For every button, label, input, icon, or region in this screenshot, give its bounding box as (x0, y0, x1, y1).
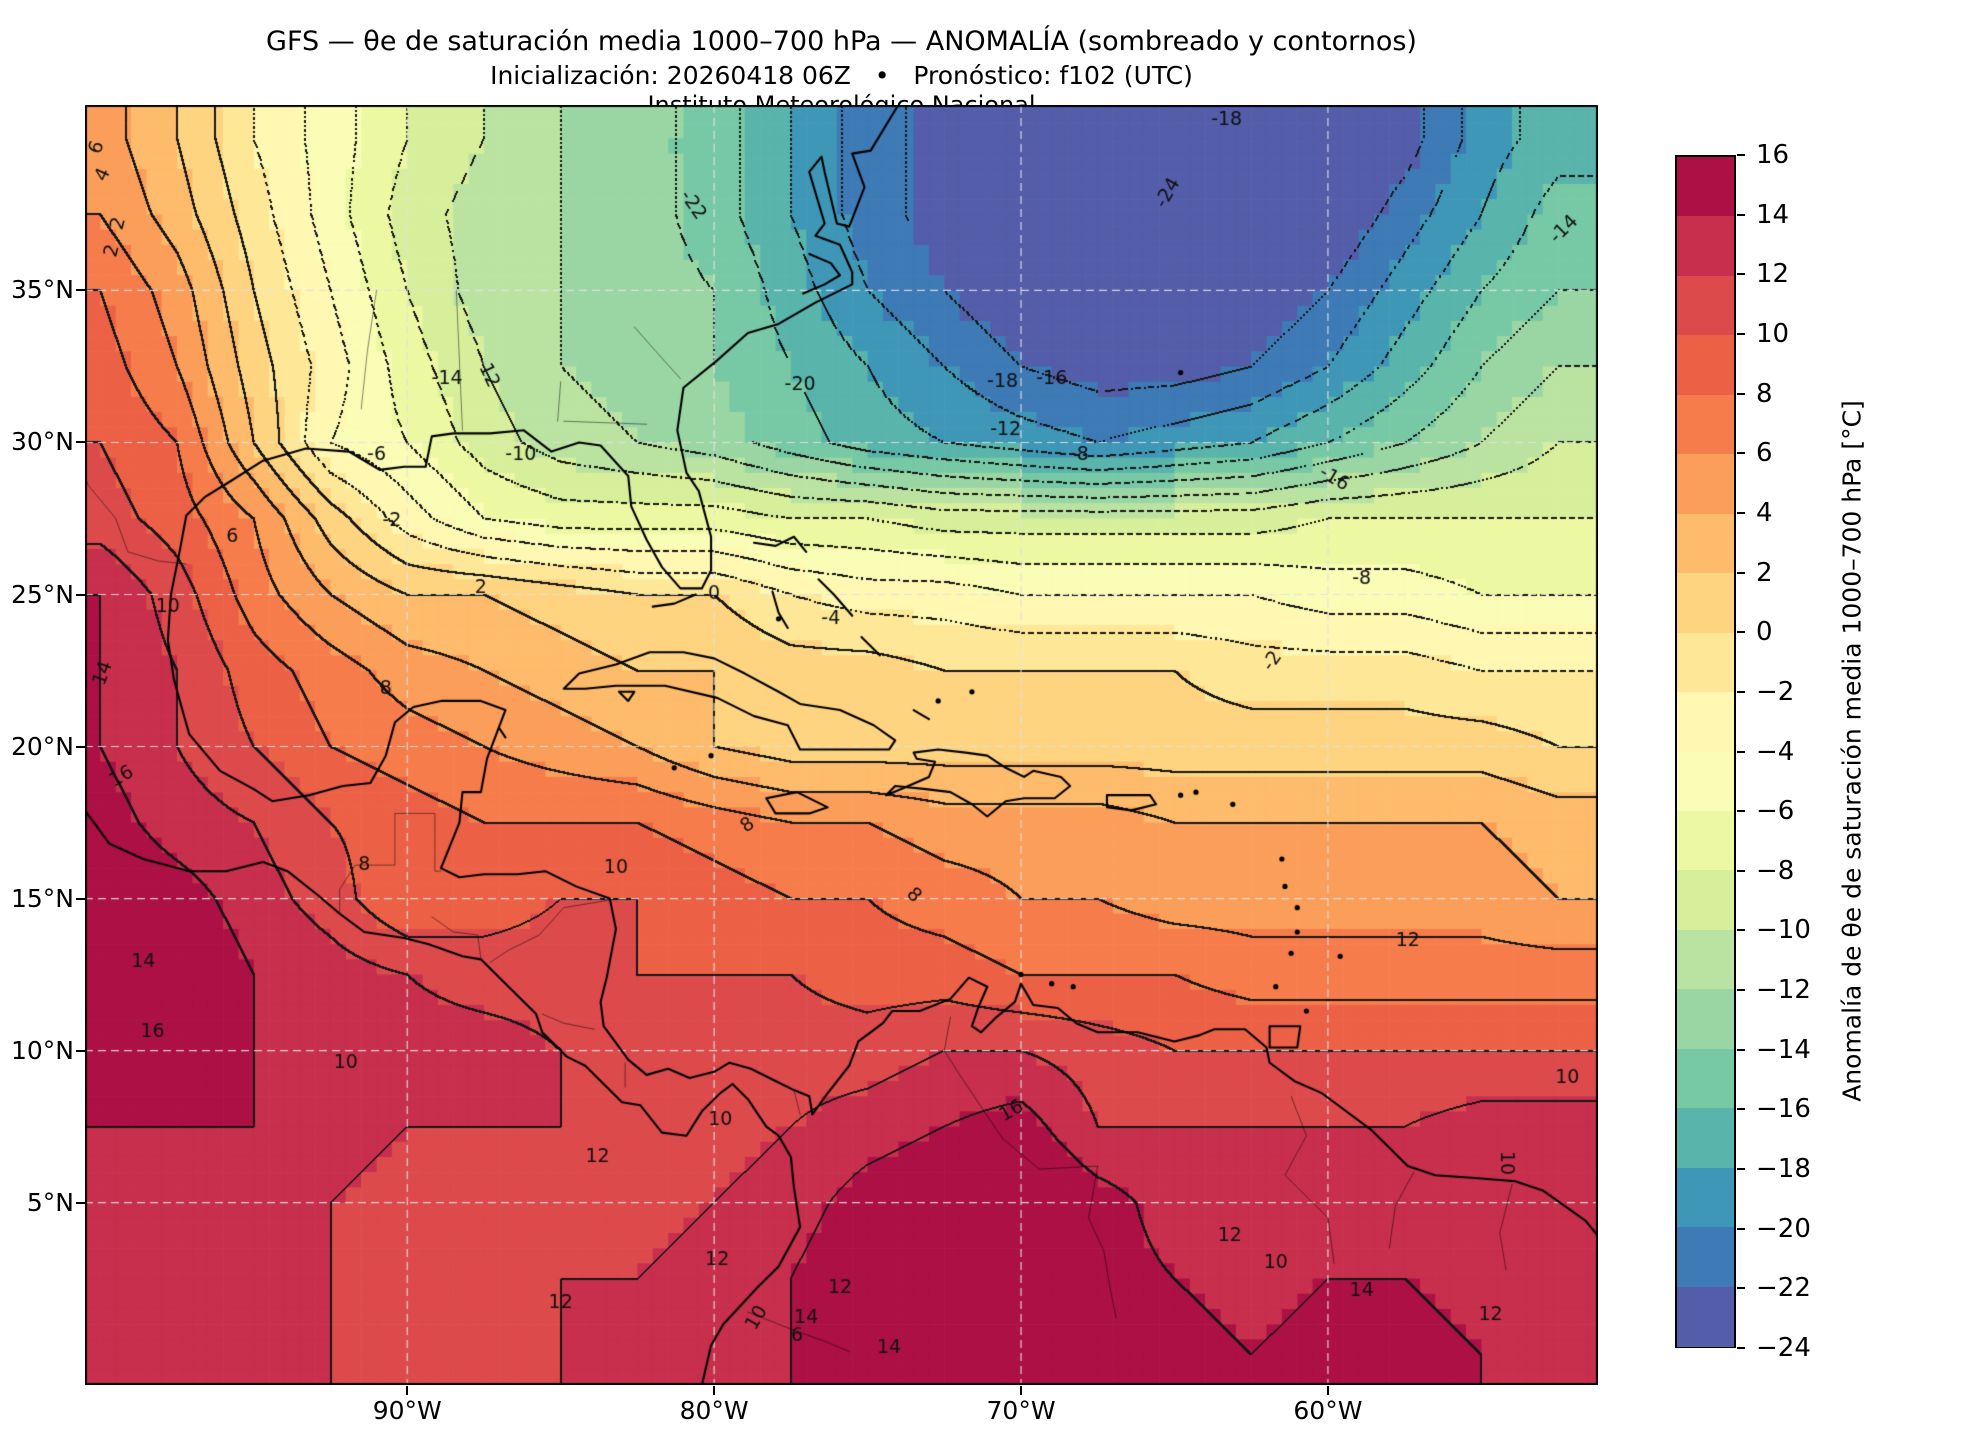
colorbar-tick-mark (1737, 1168, 1745, 1171)
y-axis-tick-label: 10°N (10, 1035, 74, 1065)
colorbar-tick-label: −24 (1756, 1333, 1811, 1363)
colorbar-tick-mark (1737, 392, 1745, 395)
chart-title: GFS — θe de saturación media 1000–700 hP… (266, 26, 1417, 57)
colorbar-band (1677, 870, 1734, 931)
y-axis-tick-mark (76, 745, 85, 748)
colorbar-tick-mark (1737, 273, 1745, 276)
colorbar-tick-label: −2 (1756, 676, 1795, 707)
y-axis-tick-mark (76, 593, 85, 596)
colorbar-tick-mark (1737, 989, 1745, 992)
y-axis-tick-label: 30°N (10, 427, 74, 457)
x-axis-tick-label: 80°W (679, 1396, 749, 1425)
y-axis-tick-label: 35°N (10, 275, 74, 305)
colorbar-band (1677, 1227, 1734, 1288)
colorbar-tick-mark (1737, 1227, 1745, 1230)
x-axis-tick-label: 90°W (372, 1396, 442, 1425)
colorbar-tick-label: 8 (1756, 378, 1773, 409)
colorbar-band (1677, 751, 1734, 812)
colorbar-tick-mark (1737, 511, 1745, 514)
colorbar-tick-label: −16 (1756, 1094, 1811, 1125)
colorbar-tick-mark (1737, 869, 1745, 872)
colorbar-tick-label: 14 (1756, 199, 1790, 230)
colorbar-tick-label: −6 (1756, 796, 1795, 827)
colorbar-tick-label: 6 (1756, 438, 1773, 469)
colorbar-tick-label: 16 (1756, 140, 1790, 170)
colorbar-tick-label: 4 (1756, 497, 1773, 528)
y-axis-tick-label: 20°N (10, 731, 74, 761)
colorbar-band (1677, 989, 1734, 1050)
y-axis-tick-label: 25°N (10, 579, 74, 609)
colorbar-band (1677, 929, 1734, 990)
colorbar-band (1677, 394, 1734, 455)
colorbar-tick-mark (1737, 631, 1745, 634)
colorbar-band (1677, 573, 1734, 634)
map-canvas (85, 105, 1598, 1385)
y-axis-tick-mark (76, 1201, 85, 1204)
colorbar-tick-mark (1737, 1048, 1745, 1051)
colorbar-band (1677, 632, 1734, 693)
colorbar-band (1677, 1286, 1734, 1347)
colorbar-tick-label: −4 (1756, 736, 1795, 767)
y-axis-tick-mark (76, 1049, 85, 1052)
colorbar-tick-label: −12 (1756, 975, 1811, 1006)
x-axis-tick-mark (1020, 1386, 1023, 1395)
colorbar-tick-label: −18 (1756, 1154, 1811, 1185)
y-axis-tick-mark (76, 897, 85, 900)
colorbar-tick-label: −8 (1756, 855, 1795, 886)
y-axis-tick-mark (76, 441, 85, 444)
x-axis-tick-mark (713, 1386, 716, 1395)
colorbar-tick-mark (1737, 929, 1745, 932)
colorbar-tick-mark (1737, 1347, 1745, 1349)
colorbar-tick-mark (1737, 154, 1745, 156)
colorbar-band (1677, 810, 1734, 871)
colorbar-tick-label: −22 (1756, 1273, 1811, 1304)
colorbar-label: Anomalía de θe de saturación media 1000–… (1837, 400, 1867, 1102)
x-axis-tick-label: 60°W (1293, 1396, 1363, 1425)
colorbar-tick-mark (1737, 452, 1745, 455)
colorbar-band (1677, 216, 1734, 277)
colorbar-tick-mark (1737, 332, 1745, 335)
colorbar-tick-mark (1737, 1108, 1745, 1111)
colorbar-band (1677, 1108, 1734, 1169)
colorbar-band (1677, 513, 1734, 574)
colorbar-tick-mark (1737, 1287, 1745, 1290)
chart-subtitle-run: Inicialización: 20260418 06Z • Pronóstic… (490, 61, 1193, 90)
x-axis-tick-mark (406, 1386, 409, 1395)
colorbar-tick-label: −10 (1756, 915, 1811, 946)
colorbar (1675, 155, 1736, 1348)
colorbar-tick-label: 12 (1756, 259, 1790, 290)
colorbar-band (1677, 454, 1734, 515)
colorbar-tick-label: 2 (1756, 557, 1773, 588)
x-axis-tick-mark (1326, 1386, 1329, 1395)
colorbar-tick-label: −20 (1756, 1213, 1811, 1244)
y-axis-tick-mark (76, 289, 85, 292)
y-axis-tick-label: 15°N (10, 883, 74, 913)
colorbar-tick-mark (1737, 810, 1745, 813)
colorbar-band (1677, 692, 1734, 753)
y-axis-tick-label: 5°N (26, 1187, 74, 1217)
x-axis-tick-label: 70°W (986, 1396, 1056, 1425)
colorbar-tick-mark (1737, 750, 1745, 753)
colorbar-band (1677, 157, 1734, 218)
colorbar-tick-mark (1737, 213, 1745, 216)
colorbar-tick-mark (1737, 571, 1745, 574)
colorbar-band (1677, 1167, 1734, 1228)
colorbar-band (1677, 335, 1734, 396)
colorbar-tick-label: 10 (1756, 318, 1790, 349)
colorbar-band (1677, 1048, 1734, 1109)
colorbar-tick-mark (1737, 690, 1745, 693)
colorbar-band (1677, 275, 1734, 336)
colorbar-tick-label: −14 (1756, 1034, 1811, 1065)
colorbar-tick-label: 0 (1756, 617, 1773, 648)
